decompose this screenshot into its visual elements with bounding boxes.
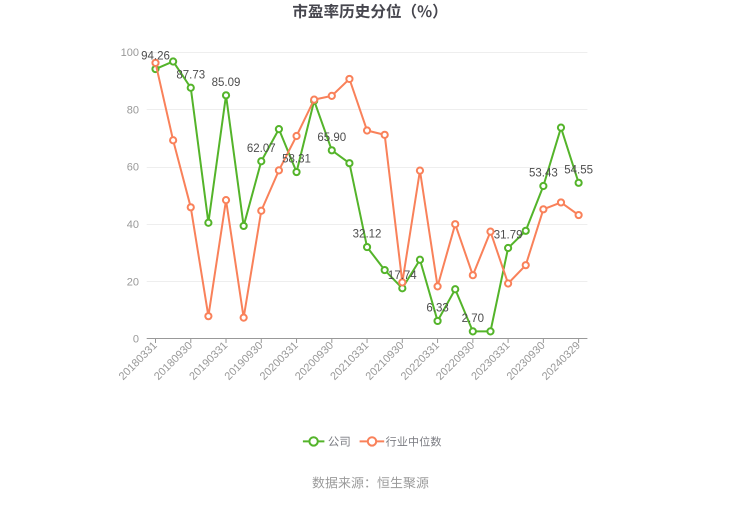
svg-text:87.73: 87.73: [176, 69, 205, 81]
svg-text:17.74: 17.74: [388, 270, 417, 282]
svg-text:85.09: 85.09: [212, 77, 241, 89]
svg-text:0: 0: [133, 334, 139, 346]
svg-text:94.26: 94.26: [141, 51, 170, 63]
svg-text:100: 100: [121, 47, 139, 59]
svg-text:53.43: 53.43: [529, 168, 558, 180]
svg-text:54.55: 54.55: [564, 164, 593, 176]
svg-text:32.12: 32.12: [353, 229, 382, 241]
svg-text:6.33: 6.33: [426, 302, 448, 314]
svg-text:60: 60: [127, 162, 139, 174]
svg-text:58.31: 58.31: [282, 154, 311, 166]
svg-text:2.70: 2.70: [462, 313, 484, 325]
svg-text:65.90: 65.90: [317, 132, 346, 144]
svg-text:62.07: 62.07: [247, 143, 276, 155]
svg-text:31.79: 31.79: [494, 230, 523, 242]
svg-text:40: 40: [127, 219, 139, 231]
svg-text:20: 20: [127, 276, 139, 288]
svg-text:80: 80: [127, 104, 139, 116]
